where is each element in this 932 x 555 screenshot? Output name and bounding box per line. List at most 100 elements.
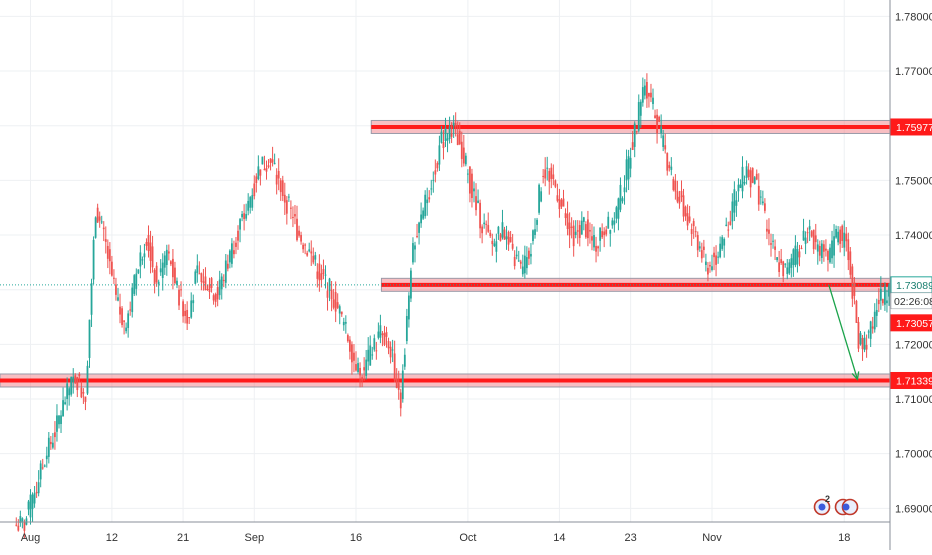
candle-body <box>652 97 654 105</box>
candle-body <box>835 229 837 238</box>
candle-body <box>825 248 827 251</box>
candle-body <box>167 251 170 254</box>
candle-body <box>424 194 427 217</box>
candle-body <box>721 237 724 249</box>
candle-body <box>414 245 416 250</box>
candle-body <box>589 229 591 232</box>
x-tick-label: 21 <box>177 532 189 544</box>
candle-body <box>249 197 252 208</box>
candle-body <box>281 180 284 196</box>
candle-body <box>833 236 835 256</box>
candle-body <box>251 195 254 208</box>
candle-body <box>454 122 457 127</box>
price-tag-label: 1.73089 <box>896 280 932 292</box>
candle-body <box>194 271 197 284</box>
chart-icons[interactable]: 2 <box>813 494 859 516</box>
candle-body <box>332 299 335 308</box>
candle-body <box>247 200 250 211</box>
candle-body <box>587 219 589 239</box>
candle-body <box>432 179 435 181</box>
y-tick-label: 1.72000 <box>895 339 932 351</box>
projection-arrow-head <box>851 371 860 381</box>
dividend-icon[interactable]: 2 <box>813 494 831 516</box>
candle-body <box>37 482 40 494</box>
candle-body <box>49 441 52 445</box>
candle-body <box>727 229 730 231</box>
candle-body <box>528 250 530 259</box>
candle-body <box>178 289 180 306</box>
candle-body <box>255 176 258 184</box>
y-tick-label: 1.69000 <box>895 503 932 515</box>
candle-body <box>648 92 650 97</box>
y-tick-label: 1.70000 <box>895 449 932 461</box>
candle-body <box>422 210 425 219</box>
candle-body <box>113 277 115 279</box>
candle-body <box>210 278 213 288</box>
candle-body <box>330 289 333 300</box>
candle-body <box>491 240 494 245</box>
candle-body <box>843 232 846 248</box>
candle-body <box>127 313 130 328</box>
candle-body <box>324 274 327 276</box>
candle-body <box>680 191 683 198</box>
candle-body <box>292 216 294 218</box>
candle-body <box>56 415 58 432</box>
support-resistance-zones[interactable] <box>0 119 891 388</box>
candle-body <box>33 493 36 504</box>
candle-body <box>310 251 313 254</box>
candle-body <box>804 237 807 244</box>
candle-body <box>202 281 205 283</box>
candle-body <box>794 245 797 266</box>
candle-body <box>867 331 870 333</box>
candle-body <box>308 249 311 252</box>
candle-body <box>865 344 868 350</box>
candle-body <box>391 349 394 351</box>
candle-body <box>27 501 30 510</box>
candle-body <box>344 322 347 324</box>
candle-body <box>656 114 658 134</box>
candle-body <box>60 415 62 424</box>
candle-body <box>296 218 298 241</box>
candle-body <box>290 207 292 209</box>
icon-core <box>818 503 826 511</box>
y-tick-label: 1.75000 <box>895 175 932 187</box>
candle-body <box>110 261 113 276</box>
price-tag-box <box>890 118 932 136</box>
candle-body <box>74 375 77 384</box>
earnings-icon[interactable] <box>834 498 859 516</box>
candle-body <box>54 432 56 438</box>
candle-body <box>778 262 781 273</box>
time-axis[interactable]: Aug 12 21 Sep 16 Oct 14 23 Nov 18 <box>21 532 851 544</box>
candle-body <box>294 214 296 217</box>
candle-body <box>235 242 237 247</box>
candle-body <box>646 81 648 99</box>
candle-body <box>155 265 158 283</box>
candle-body <box>617 198 620 219</box>
candle-body <box>29 494 32 518</box>
candle-body <box>133 275 136 294</box>
candle-body <box>776 257 778 261</box>
candle-body <box>212 295 215 301</box>
candle-body <box>483 222 486 225</box>
candle-body <box>399 392 402 409</box>
candle-body <box>233 250 235 255</box>
candle-body <box>601 231 604 238</box>
candle-body <box>753 177 756 184</box>
candle-body <box>477 200 479 203</box>
candle-body <box>106 245 109 259</box>
x-tick-label: 14 <box>553 532 565 544</box>
candle-body <box>782 261 785 277</box>
candle-body <box>562 198 565 207</box>
candle-body <box>678 196 681 204</box>
candle-body <box>792 249 795 265</box>
candle-body <box>51 442 54 448</box>
candle-body <box>440 131 443 143</box>
candle-body <box>627 156 630 180</box>
candle-body <box>285 200 288 214</box>
price-tag-box <box>890 371 932 389</box>
candle-body <box>145 242 148 246</box>
candle-body <box>312 255 315 263</box>
candle-body <box>857 321 860 349</box>
